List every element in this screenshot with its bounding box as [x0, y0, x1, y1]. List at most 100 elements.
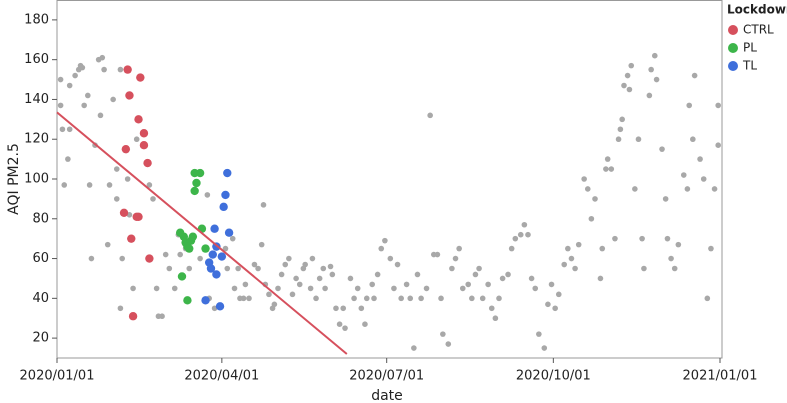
- point: [459, 285, 466, 292]
- point: [548, 281, 555, 288]
- y-tick-label: 100: [24, 172, 49, 187]
- point: [336, 321, 343, 327]
- point: [123, 65, 132, 74]
- legend-marker: [728, 43, 738, 53]
- point: [690, 136, 696, 143]
- point: [296, 281, 303, 288]
- point: [260, 202, 267, 208]
- point: [545, 301, 551, 308]
- point: [146, 182, 153, 188]
- point: [382, 237, 388, 244]
- point: [84, 92, 91, 99]
- point: [659, 146, 665, 152]
- point: [363, 295, 370, 302]
- point: [584, 186, 591, 192]
- point: [505, 271, 511, 278]
- point: [61, 182, 68, 188]
- point: [57, 102, 64, 109]
- point: [686, 102, 693, 109]
- point: [476, 265, 482, 272]
- point: [496, 295, 502, 302]
- point: [99, 54, 106, 61]
- x-tick-label: 2020/04/01: [184, 369, 259, 384]
- point: [411, 345, 417, 351]
- point: [271, 301, 278, 308]
- y-tick-label: 160: [24, 52, 49, 67]
- point: [452, 255, 459, 262]
- point: [646, 92, 653, 99]
- point: [201, 244, 210, 253]
- point: [219, 202, 228, 212]
- point: [104, 241, 111, 248]
- point: [110, 96, 116, 103]
- point: [403, 281, 410, 288]
- y-tick-label: 120: [24, 132, 49, 147]
- point: [555, 291, 562, 298]
- point: [134, 212, 143, 221]
- point: [599, 245, 606, 252]
- point: [134, 115, 143, 124]
- point: [423, 285, 430, 292]
- point: [708, 245, 714, 252]
- point: [86, 182, 93, 188]
- y-tick-label: 180: [24, 12, 49, 27]
- point: [79, 64, 86, 71]
- point: [592, 196, 598, 202]
- point: [488, 305, 495, 312]
- y-tick-label: 40: [32, 291, 49, 306]
- point: [581, 176, 587, 182]
- point: [240, 295, 247, 302]
- point: [456, 245, 462, 252]
- point: [101, 66, 107, 73]
- point: [358, 305, 365, 312]
- point: [342, 325, 348, 331]
- point: [251, 261, 258, 268]
- point: [615, 136, 622, 143]
- y-tick-label: 140: [24, 92, 49, 107]
- point: [208, 250, 217, 259]
- x-tick-label: 2020/07/01: [349, 369, 424, 384]
- point: [697, 156, 703, 162]
- x-axis-label: date: [371, 388, 403, 403]
- point: [229, 235, 236, 242]
- point: [171, 285, 178, 292]
- point: [561, 261, 568, 268]
- point: [192, 178, 201, 188]
- point: [664, 235, 671, 242]
- point: [222, 245, 229, 252]
- point: [162, 251, 169, 258]
- point: [333, 305, 339, 312]
- point: [427, 112, 433, 119]
- point: [668, 255, 674, 262]
- point: [242, 281, 249, 288]
- point: [121, 144, 131, 154]
- point: [197, 255, 203, 262]
- legend-label: PL: [743, 41, 757, 55]
- point: [512, 235, 519, 242]
- point: [177, 251, 183, 258]
- point: [143, 158, 152, 168]
- point: [113, 196, 120, 202]
- point: [65, 156, 71, 162]
- point: [369, 281, 375, 288]
- point: [532, 285, 539, 292]
- point: [188, 232, 198, 241]
- plot-frame: [56, 0, 723, 359]
- point: [414, 271, 421, 278]
- point: [190, 186, 199, 196]
- legend-marker: [728, 25, 738, 35]
- point: [641, 265, 647, 272]
- point: [604, 156, 611, 162]
- point: [626, 86, 633, 93]
- point: [293, 275, 299, 282]
- point: [632, 186, 638, 192]
- point: [572, 265, 578, 272]
- point: [347, 275, 354, 282]
- point: [210, 224, 219, 233]
- point: [597, 275, 604, 282]
- point: [552, 305, 558, 312]
- point: [700, 176, 707, 182]
- point: [528, 275, 535, 282]
- point: [150, 196, 156, 202]
- point: [684, 186, 691, 192]
